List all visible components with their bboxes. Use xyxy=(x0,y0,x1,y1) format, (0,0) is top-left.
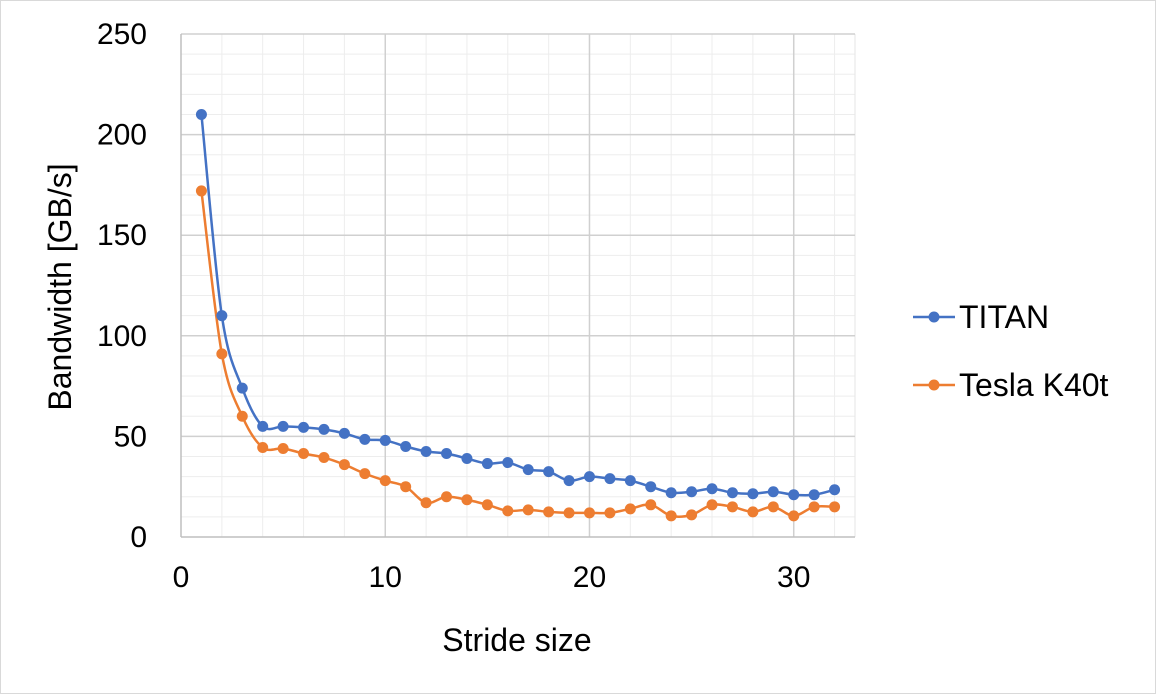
data-point-titan xyxy=(747,488,759,500)
data-point-tesla-k40t xyxy=(522,504,534,516)
data-point-titan xyxy=(829,484,841,496)
data-point-tesla-k40t xyxy=(379,475,391,487)
data-point-tesla-k40t xyxy=(318,452,330,464)
y-tick-label: 0 xyxy=(130,521,147,554)
data-point-titan xyxy=(461,453,473,465)
data-point-titan xyxy=(706,483,718,495)
data-point-tesla-k40t xyxy=(420,497,432,509)
y-axis-tick-labels: 0 50 100 150 200 250 xyxy=(97,18,147,554)
data-point-tesla-k40t xyxy=(216,348,228,360)
data-point-tesla-k40t xyxy=(298,448,310,460)
data-point-titan xyxy=(502,457,514,469)
data-point-tesla-k40t xyxy=(481,499,493,511)
data-point-titan xyxy=(318,423,330,435)
data-point-tesla-k40t xyxy=(359,468,371,480)
series-tesla-k40t xyxy=(195,185,841,522)
data-point-titan xyxy=(379,434,391,446)
data-point-tesla-k40t xyxy=(645,499,657,511)
legend-label-tesla-k40t: Tesla K40t xyxy=(959,367,1109,403)
legend-label-titan: TITAN xyxy=(959,299,1049,335)
data-point-tesla-k40t xyxy=(665,510,677,522)
data-point-titan xyxy=(583,471,595,483)
data-point-tesla-k40t xyxy=(236,410,248,422)
series-line-titan xyxy=(200,114,835,497)
data-point-tesla-k40t xyxy=(195,185,207,197)
y-axis-title: Bandwidth [GB/s] xyxy=(42,163,78,410)
data-point-tesla-k40t xyxy=(767,501,779,513)
x-tick-label: 30 xyxy=(777,561,810,594)
data-point-tesla-k40t xyxy=(829,501,841,513)
data-point-tesla-k40t xyxy=(747,506,759,518)
data-point-titan xyxy=(298,421,310,433)
y-tick-label: 250 xyxy=(97,18,147,51)
data-point-tesla-k40t xyxy=(726,501,738,513)
series-line-tesla-k40t xyxy=(200,190,835,519)
data-point-tesla-k40t xyxy=(808,501,820,513)
data-point-titan xyxy=(400,440,412,452)
data-point-tesla-k40t xyxy=(338,459,350,471)
data-point-titan xyxy=(338,427,350,439)
series-layer xyxy=(195,108,841,522)
data-point-tesla-k40t xyxy=(563,507,575,519)
data-point-tesla-k40t xyxy=(400,481,412,493)
legend: TITAN Tesla K40t xyxy=(913,299,1109,403)
x-axis-tick-labels: 0 10 20 30 xyxy=(173,561,811,594)
data-point-titan xyxy=(665,487,677,499)
data-point-titan xyxy=(216,310,228,322)
data-point-tesla-k40t xyxy=(788,510,800,522)
data-point-tesla-k40t xyxy=(583,507,595,519)
data-point-tesla-k40t xyxy=(604,507,616,519)
data-point-titan xyxy=(420,445,432,457)
data-point-titan xyxy=(563,475,575,487)
y-tick-label: 150 xyxy=(97,219,147,252)
data-point-tesla-k40t xyxy=(502,505,514,517)
data-point-tesla-k40t xyxy=(624,503,636,515)
x-tick-label: 10 xyxy=(369,561,402,594)
data-point-titan xyxy=(195,108,207,120)
minor-gridlines xyxy=(180,33,856,538)
data-point-titan xyxy=(236,382,248,394)
data-point-tesla-k40t xyxy=(441,491,453,503)
data-point-titan xyxy=(788,489,800,501)
legend-item-tesla-k40t: Tesla K40t xyxy=(913,367,1109,403)
data-point-tesla-k40t xyxy=(277,442,289,454)
data-point-titan xyxy=(441,448,453,460)
data-point-tesla-k40t xyxy=(257,441,269,453)
data-point-titan xyxy=(686,486,698,498)
data-point-titan xyxy=(645,481,657,493)
data-point-titan xyxy=(522,464,534,476)
data-point-titan xyxy=(257,420,269,432)
major-gridlines xyxy=(180,33,855,538)
data-point-titan xyxy=(277,420,289,432)
data-point-titan xyxy=(624,475,636,487)
x-axis-title: Stride size xyxy=(442,622,591,658)
data-point-titan xyxy=(359,433,371,445)
series-titan xyxy=(195,108,841,501)
data-point-titan xyxy=(604,473,616,485)
legend-marker-titan xyxy=(928,311,940,323)
legend-marker-tesla-k40t xyxy=(928,379,940,391)
x-tick-label: 0 xyxy=(173,561,190,594)
data-point-titan xyxy=(726,487,738,499)
data-point-titan xyxy=(808,489,820,501)
data-point-titan xyxy=(481,458,493,470)
x-tick-label: 20 xyxy=(573,561,606,594)
legend-item-titan: TITAN xyxy=(913,299,1049,335)
data-point-titan xyxy=(543,466,555,478)
data-point-tesla-k40t xyxy=(706,499,718,511)
data-point-tesla-k40t xyxy=(686,509,698,521)
data-point-tesla-k40t xyxy=(543,506,555,518)
data-point-titan xyxy=(767,486,779,498)
data-point-tesla-k40t xyxy=(461,494,473,506)
y-tick-label: 200 xyxy=(97,119,147,152)
y-tick-label: 50 xyxy=(114,420,147,453)
y-tick-label: 100 xyxy=(97,320,147,353)
